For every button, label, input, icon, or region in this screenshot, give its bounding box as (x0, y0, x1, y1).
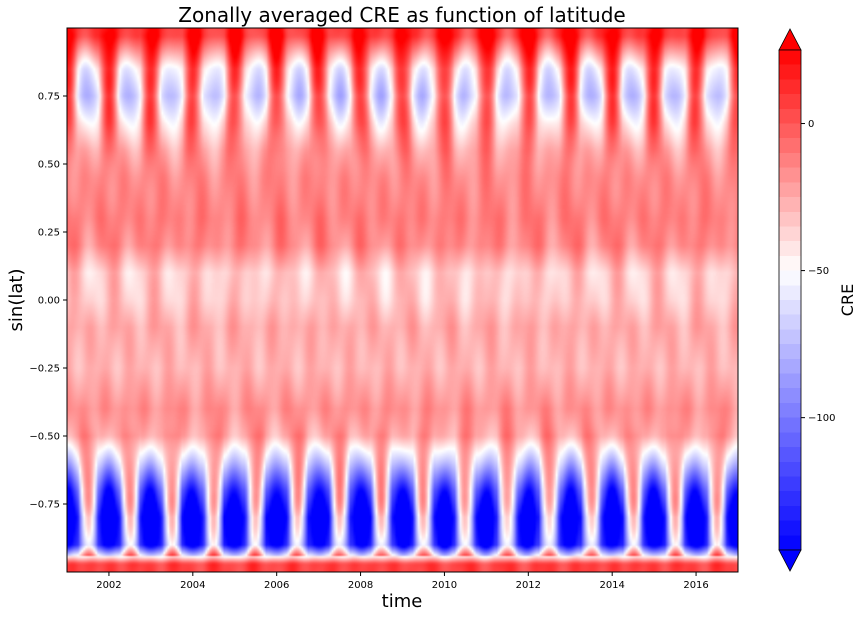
y-axis-ticks: −0.75 −0.50 −0.25 0.00 0.25 0.50 0.75 (29, 92, 67, 511)
chart-title: Zonally averaged CRE as function of lati… (178, 3, 625, 27)
y-axis-label: sin(lat) (6, 269, 27, 332)
colorbar: 0 −50 −100 CRE (778, 28, 857, 572)
colorbar-tick-label: −100 (808, 413, 835, 424)
colorbar-tick-label: −50 (808, 266, 829, 277)
colorbar-body (778, 49, 802, 551)
x-tick-label: 2004 (180, 580, 205, 591)
y-tick-label: 0.25 (38, 228, 60, 239)
x-tick-label: 2016 (683, 580, 708, 591)
x-axis-label: time (382, 591, 423, 612)
plot-area (67, 28, 738, 572)
x-tick-label: 2014 (599, 580, 624, 591)
y-tick-label: 0.00 (38, 296, 60, 307)
y-tick-label: −0.50 (29, 432, 60, 443)
y-tick-label: −0.25 (29, 364, 60, 375)
x-axis-ticks: 2002 2004 2006 2008 2010 2012 2014 2016 (96, 572, 709, 591)
x-tick-label: 2008 (348, 580, 373, 591)
cre-heatmap (67, 28, 738, 572)
y-tick-label: −0.75 (29, 500, 60, 511)
colorbar-extend-high (778, 28, 802, 51)
x-tick-label: 2012 (516, 580, 541, 591)
colorbar-label: CRE (838, 284, 857, 316)
x-tick-label: 2006 (264, 580, 289, 591)
y-tick-label: 0.75 (38, 92, 60, 103)
y-tick-label: 0.50 (38, 160, 60, 171)
x-tick-label: 2002 (96, 580, 121, 591)
colorbar-ticks: 0 −50 −100 (801, 119, 835, 424)
x-tick-label: 2010 (432, 580, 457, 591)
colorbar-extend-low (778, 549, 802, 572)
colorbar-tick-label: 0 (808, 119, 814, 130)
